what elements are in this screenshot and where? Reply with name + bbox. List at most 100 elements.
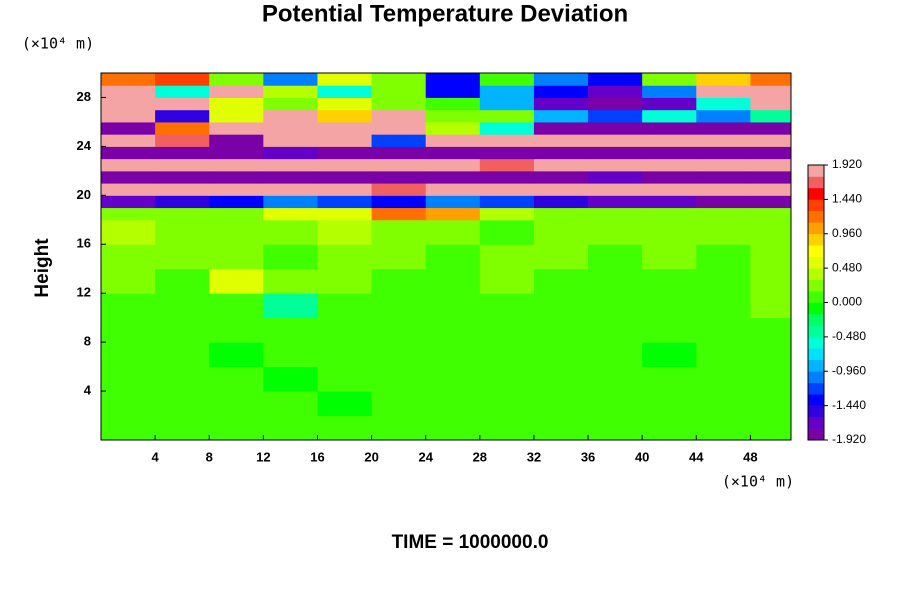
heatmap-cell — [317, 158, 373, 172]
heatmap-cell — [101, 391, 156, 417]
heatmap-cell — [101, 170, 156, 184]
heatmap-cell — [588, 195, 643, 209]
heatmap-cell — [479, 121, 535, 135]
heatmap-cell — [750, 293, 792, 319]
heatmap-cell — [425, 97, 481, 111]
heatmap-cell — [371, 183, 427, 196]
heatmap-cell — [642, 183, 697, 196]
heatmap-cell — [750, 317, 792, 343]
heatmap-cell — [479, 415, 535, 441]
heatmap-cell — [371, 415, 427, 441]
heatmap-cell — [101, 195, 156, 209]
colorbar-band — [808, 313, 824, 326]
heatmap-cell — [371, 268, 427, 294]
heatmap-cell — [263, 244, 318, 270]
heatmap-cell — [533, 170, 589, 184]
heatmap-cell — [479, 146, 535, 160]
x-tick-label: 24 — [418, 449, 433, 464]
colorbar-band — [808, 359, 824, 372]
colorbar-band — [808, 382, 824, 395]
colorbar-band — [808, 371, 824, 384]
heatmap-cell — [750, 121, 792, 135]
heatmap-cell — [533, 293, 589, 319]
colorbar-band — [808, 428, 824, 441]
y-tick-label: 12 — [77, 285, 91, 300]
heatmap-cell — [533, 109, 589, 123]
heatmap-cell — [371, 170, 427, 184]
colorbar-tick-label: 1.440 — [832, 192, 862, 206]
colorbar-band — [808, 405, 824, 418]
heatmap-cell — [263, 146, 318, 160]
heatmap-cell — [263, 268, 318, 294]
heatmap-cell — [425, 207, 481, 221]
heatmap-cell — [317, 391, 373, 417]
heatmap-cell — [588, 342, 643, 368]
heatmap-cell — [155, 219, 210, 245]
heatmap-cell — [155, 366, 210, 392]
heatmap-cell — [155, 97, 210, 111]
heatmap-cell — [588, 391, 643, 417]
heatmap-cell — [588, 73, 643, 86]
heatmap-cell — [155, 170, 210, 184]
heatmap-cell — [263, 317, 318, 343]
footer-time: TIME = 1000000.0 — [392, 532, 549, 553]
colorbar-band — [808, 222, 824, 235]
heatmap-cell — [317, 134, 373, 147]
heatmap-cell — [750, 109, 792, 123]
heatmap-cell — [696, 268, 751, 294]
heatmap-cell — [263, 170, 318, 184]
x-tick-label: 12 — [256, 449, 270, 464]
heatmap-cell — [317, 244, 373, 270]
heatmap-cell — [533, 85, 589, 98]
heatmap-cell — [588, 146, 643, 160]
heatmap-cell — [209, 244, 264, 270]
heatmap-cell — [263, 183, 318, 196]
heatmap-cell — [696, 97, 751, 111]
heatmap-cell — [750, 146, 792, 160]
heatmap-cell — [533, 207, 589, 221]
heatmap-cell — [317, 317, 373, 343]
heatmap-cell — [371, 73, 427, 86]
heatmap-cell — [533, 366, 589, 392]
heatmap-cell — [696, 342, 751, 368]
heatmap-cell — [101, 219, 156, 245]
heatmap-cell — [750, 415, 792, 441]
heatmap-cell — [101, 415, 156, 441]
heatmap-cell — [371, 97, 427, 111]
x-tick-label: 20 — [364, 449, 378, 464]
heatmap-cell — [425, 109, 481, 123]
heatmap-cell — [371, 317, 427, 343]
heatmap-cell — [425, 415, 481, 441]
heatmap-cell — [209, 342, 264, 368]
heatmap-cell — [642, 207, 697, 221]
x-tick-label: 32 — [527, 449, 541, 464]
y-tick-label: 24 — [77, 138, 92, 153]
heatmap-cell — [696, 85, 751, 98]
y-unit: (×10⁴ m) — [22, 35, 94, 53]
heatmap-cell — [101, 183, 156, 196]
colorbar-band — [808, 417, 824, 429]
x-tick-label: 28 — [473, 449, 487, 464]
heatmap-cell — [533, 73, 589, 86]
heatmap-cell — [533, 219, 589, 245]
heatmap-cell — [209, 85, 264, 98]
heatmap-cell — [425, 219, 481, 245]
heatmap-cell — [371, 342, 427, 368]
heatmap-cell — [425, 293, 481, 319]
x-tick-label: 4 — [152, 449, 160, 464]
heatmap-cell — [696, 207, 751, 221]
heatmap-cell — [263, 121, 318, 135]
y-tick-label: 28 — [77, 89, 91, 104]
heatmap-cell — [317, 146, 373, 160]
heatmap-cell — [750, 391, 792, 417]
heatmap-cell — [209, 146, 264, 160]
heatmap-cell — [750, 268, 792, 294]
colorbar-band — [808, 325, 824, 338]
heatmap-cell — [317, 415, 373, 441]
heatmap-cell — [750, 134, 792, 147]
x-unit: (×10⁴ m) — [722, 473, 794, 491]
heatmap-cell — [479, 207, 535, 221]
heatmap-cell — [588, 366, 643, 392]
heatmap-cell — [642, 85, 697, 98]
x-tick-label: 8 — [206, 449, 213, 464]
